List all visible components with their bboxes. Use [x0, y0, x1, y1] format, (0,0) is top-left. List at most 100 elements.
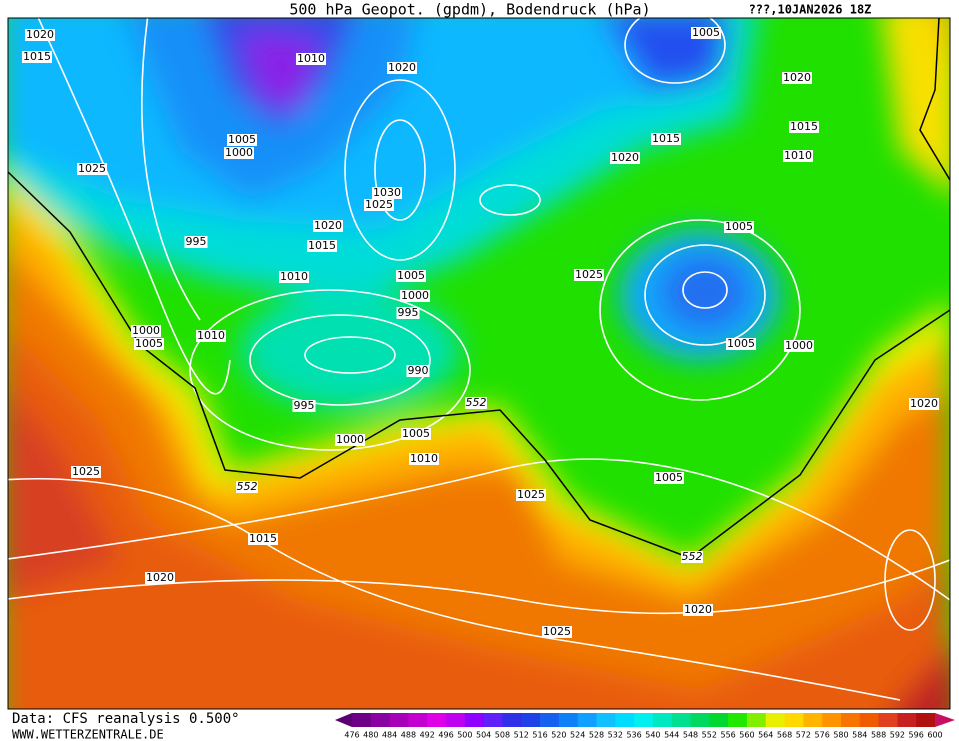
colorbar-label: 548 [683, 731, 698, 740]
colorbar-swatch [577, 713, 597, 727]
isobar-label: 1020 [146, 571, 174, 584]
map-frame [7, 17, 951, 710]
isobar-label-box [387, 62, 417, 74]
isobar-label: 1025 [543, 625, 571, 638]
colorbar-label: 508 [495, 731, 510, 740]
colorbar-label: 572 [796, 731, 811, 740]
isobar-label-box [184, 236, 208, 248]
isobar-label: 1000 [785, 339, 813, 352]
colorbar-label: 564 [758, 731, 773, 740]
colorbar-label: 580 [833, 731, 848, 740]
colorbar-swatch [765, 713, 786, 727]
colorbar-swatch [464, 713, 485, 727]
isobar-label-box [224, 147, 254, 159]
isobar-label: 1020 [314, 219, 342, 232]
colorbar-label: 540 [645, 731, 660, 740]
colorbar-label: 488 [401, 731, 416, 740]
colorbar-swatch [652, 713, 673, 727]
isobar-label-box [131, 325, 161, 337]
isobar-label-box [248, 533, 278, 545]
colorbar-swatch [427, 713, 447, 727]
colorbar-swatch [446, 713, 466, 727]
isobar-label: 1015 [652, 132, 680, 145]
isobar-label: 1010 [280, 270, 308, 283]
isobar-label-box [292, 400, 316, 412]
isobar-label: 1025 [78, 162, 106, 175]
colorbar-swatch [540, 713, 560, 727]
isobar-label: 1000 [225, 146, 253, 159]
colorbar-swatch [370, 713, 391, 727]
isobar-label-box [313, 220, 343, 232]
colorbar-label: 568 [777, 731, 792, 740]
colorbar-swatch [728, 713, 748, 727]
isobar-label: 1005 [725, 220, 753, 233]
isobar-label: 1015 [308, 239, 336, 252]
isobar-label: 1005 [402, 427, 430, 440]
isobar-label: 1015 [23, 50, 51, 63]
contour-label: 552 [237, 480, 258, 493]
isobar-label-box [789, 121, 819, 133]
contour-label-box [465, 397, 487, 409]
isobar-label: 995 [398, 306, 419, 319]
colorbar-swatch [746, 713, 767, 727]
isobar-label-box [574, 269, 604, 281]
isobar-label-box [145, 572, 175, 584]
isobar-label-box [784, 340, 814, 352]
isobar-label-box [610, 152, 640, 164]
isobar-label-box [396, 270, 426, 282]
isobar-label: 1010 [297, 52, 325, 65]
isobar-label: 1025 [517, 488, 545, 501]
colorbar-swatch [521, 713, 541, 727]
colorbar-label: 496 [438, 731, 453, 740]
colorbar-label: 484 [382, 731, 397, 740]
colorbar-label: 600 [927, 731, 942, 740]
isobar-label: 1020 [783, 71, 811, 84]
colorbar-label: 556 [720, 731, 735, 740]
isobar-label: 1025 [575, 268, 603, 281]
isobar-label: 1020 [388, 61, 416, 74]
isobar-label: 995 [294, 399, 315, 412]
isobar-label-box [909, 398, 939, 410]
contour-label-box [236, 481, 258, 493]
colorbar-label: 480 [363, 731, 378, 740]
isobar-label-box [335, 434, 365, 446]
isobar-label: 1005 [228, 133, 256, 146]
isobar-label-box [691, 27, 721, 39]
isobar-label-box [651, 133, 681, 145]
colorbar-arrow [935, 713, 955, 727]
isobar-label-box [134, 338, 164, 350]
isobar-label: 1000 [336, 433, 364, 446]
colorbar-swatch [822, 713, 842, 727]
colorbar-label: 516 [532, 731, 547, 740]
colorbar-swatch [483, 713, 503, 727]
colorbar-swatch [389, 713, 409, 727]
colorbar-label: 592 [890, 731, 905, 740]
colorbar-swatch [709, 713, 729, 727]
isobar-label: 1000 [401, 289, 429, 302]
isobar-label: 1005 [692, 26, 720, 39]
isobar-label: 1030 [373, 186, 401, 199]
isobar-label-box [296, 53, 326, 65]
colorbar-label: 528 [589, 731, 604, 740]
colorbar-label: 576 [815, 731, 830, 740]
colorbar-label: 504 [476, 731, 491, 740]
isobar-label-box [400, 290, 430, 302]
isobar-label: 1020 [910, 397, 938, 410]
isobar-label: 995 [186, 235, 207, 248]
isobar-label-box [279, 271, 309, 283]
isobar-label: 990 [408, 364, 429, 377]
isobar-label: 1015 [790, 120, 818, 133]
isobar-label-box [71, 466, 101, 478]
isobar-label-box [307, 240, 337, 252]
colorbar-label: 596 [909, 731, 924, 740]
data-source: Data: CFS reanalysis 0.500° [12, 711, 240, 727]
colorbar-swatch [634, 713, 654, 727]
colorbar-swatch [502, 713, 522, 727]
isobar-label: 1020 [684, 603, 712, 616]
colorbar-label: 512 [514, 731, 529, 740]
colorbar-swatch [840, 713, 861, 727]
isobar-label: 1010 [784, 149, 812, 162]
